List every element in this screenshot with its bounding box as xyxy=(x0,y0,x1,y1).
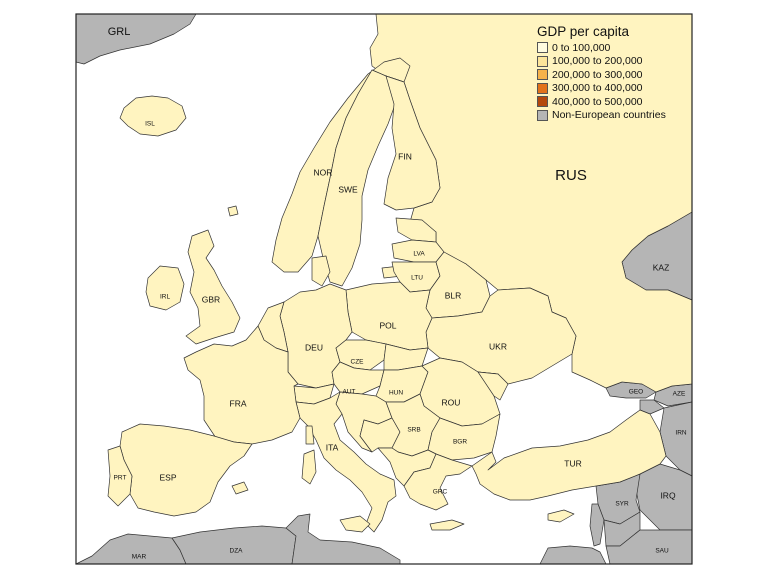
iran xyxy=(659,401,693,477)
legend-swatch xyxy=(537,42,548,54)
label-fra: FRA xyxy=(230,398,247,408)
ireland xyxy=(145,265,185,311)
denmark xyxy=(311,255,331,287)
label-ukr: UKR xyxy=(489,341,507,351)
label-geo: GEO xyxy=(629,389,643,396)
label-kaz: KAZ xyxy=(653,262,670,272)
label-mar: MAR xyxy=(132,554,147,561)
great-britain xyxy=(185,229,241,345)
sicily xyxy=(339,515,371,533)
balearic xyxy=(231,481,249,495)
greece xyxy=(403,453,473,511)
moldova xyxy=(477,371,509,401)
legend-label: 400,000 to 500,000 xyxy=(552,95,643,108)
france xyxy=(183,325,301,445)
label-irn: IRN xyxy=(675,430,687,437)
map-frame xyxy=(75,13,693,565)
algeria xyxy=(171,525,297,565)
label-grc: GRC xyxy=(433,489,448,496)
lebanon-israel xyxy=(589,503,605,547)
label-prt: PRT xyxy=(114,475,127,482)
label-ltu: LTU xyxy=(411,275,423,282)
poland xyxy=(345,281,433,351)
legend-item: 300,000 to 400,000 xyxy=(537,82,683,96)
iceland xyxy=(119,95,187,137)
label-aze: AZE xyxy=(673,391,686,398)
label-irl: IRL xyxy=(160,294,171,301)
label-cze: CZE xyxy=(351,359,365,366)
corsica xyxy=(305,425,315,445)
legend-item: 100,000 to 200,000 xyxy=(537,55,683,69)
bulgaria xyxy=(427,413,501,461)
label-deu: DEU xyxy=(305,342,323,352)
map-legend: GDP per capita 0 to 100,000 100,000 to 20… xyxy=(533,24,683,122)
label-blr: BLR xyxy=(445,290,462,300)
italy xyxy=(295,391,397,533)
label-esp: ESP xyxy=(159,472,176,482)
label-nor: NOR xyxy=(314,167,333,177)
egypt xyxy=(539,545,607,565)
legend-item: 200,000 to 300,000 xyxy=(537,68,683,82)
label-bgr: BGR xyxy=(453,439,467,446)
legend-title: GDP per capita xyxy=(537,24,630,39)
greenland xyxy=(75,13,197,65)
legend-label: 200,000 to 300,000 xyxy=(552,68,643,81)
label-swe: SWE xyxy=(338,184,358,194)
label-dza: DZA xyxy=(230,548,244,555)
label-rus: RUS xyxy=(555,167,587,184)
sardinia xyxy=(301,449,317,485)
legend-item: 0 to 100,000 xyxy=(537,41,683,55)
legend-swatch xyxy=(537,69,548,81)
label-pol: POL xyxy=(379,320,396,330)
finland xyxy=(383,75,441,211)
portugal xyxy=(107,445,133,507)
legend-item: 400,000 to 500,000 xyxy=(537,95,683,109)
legend-label: 100,000 to 200,000 xyxy=(552,55,643,68)
cyprus xyxy=(547,509,575,523)
sweden xyxy=(317,69,405,287)
label-grl: GRL xyxy=(108,26,131,38)
turkey xyxy=(471,409,667,501)
armenia xyxy=(639,399,665,415)
label-isl: ISL xyxy=(145,121,155,128)
label-rou: ROU xyxy=(442,397,461,407)
legend-label: Non-European countries xyxy=(552,109,666,122)
label-srb: SRB xyxy=(407,427,420,434)
legend-items: 0 to 100,000 100,000 to 200,000 200,000 to… xyxy=(533,41,683,122)
legend-swatch xyxy=(537,96,548,108)
legend-swatch xyxy=(537,55,548,67)
label-aut: AUT xyxy=(343,389,356,396)
label-gbr: GBR xyxy=(202,294,220,304)
label-syr: SYR xyxy=(615,501,629,508)
label-irq: IRQ xyxy=(660,490,676,500)
tunisia-libya xyxy=(285,513,401,565)
label-lva: LVA xyxy=(413,251,425,258)
legend-swatch xyxy=(537,109,548,121)
legend-label: 0 to 100,000 xyxy=(552,41,611,54)
legend-label: 300,000 to 400,000 xyxy=(552,82,643,95)
label-fin: FIN xyxy=(398,151,412,161)
label-ita: ITA xyxy=(326,442,339,452)
faroe xyxy=(227,205,239,217)
label-sau: SAU xyxy=(655,548,669,555)
label-hun: HUN xyxy=(389,390,403,397)
legend-item: Non-European countries xyxy=(537,109,683,123)
legend-swatch xyxy=(537,82,548,94)
crete xyxy=(429,519,465,531)
label-tur: TUR xyxy=(564,458,581,468)
